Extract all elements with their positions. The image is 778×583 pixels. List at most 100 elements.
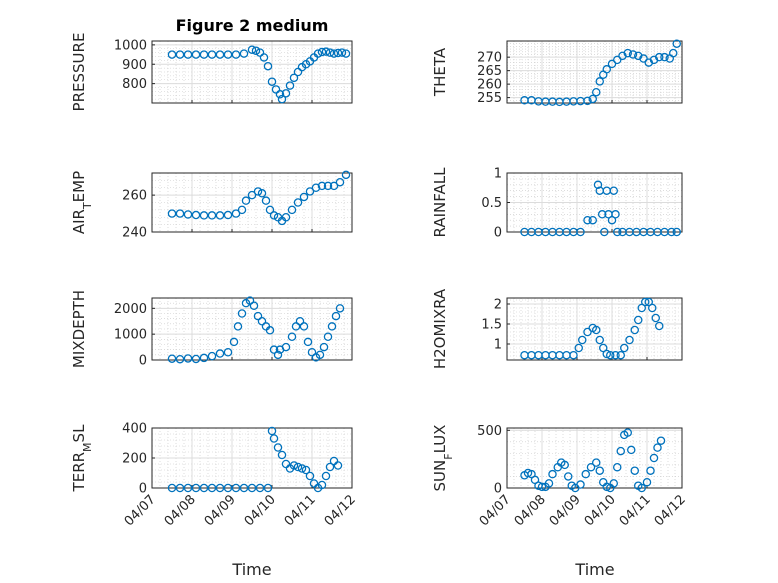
data-point: [285, 81, 295, 90]
data-point: [263, 61, 273, 71]
data-point: [183, 210, 193, 219]
data-point: [305, 471, 315, 481]
data-point: [257, 316, 267, 326]
data-point: [329, 49, 339, 58]
data-point: [191, 210, 201, 220]
data-point: [307, 347, 317, 357]
data-point: [646, 466, 655, 475]
y-tick-label: 1: [494, 167, 502, 182]
data-point: [251, 46, 261, 55]
data-point: [207, 50, 217, 59]
data-point: [611, 350, 620, 360]
data-point: [281, 212, 291, 222]
data-point: [341, 49, 351, 58]
y-tick-label: 2000: [114, 302, 147, 317]
data-point: [613, 227, 622, 237]
data-point: [569, 350, 578, 360]
data-point: [183, 483, 193, 493]
x-axis-label-left: Time: [231, 560, 271, 579]
data-point: [207, 483, 217, 493]
data-point: [613, 462, 622, 472]
series-points: [167, 426, 343, 493]
data-point: [261, 196, 271, 205]
data-point: [317, 47, 327, 57]
data-point: [595, 335, 605, 345]
data-point: [253, 311, 263, 321]
x-tick-label: 04/07: [122, 492, 159, 529]
y-axis-label: H2OMIXRA: [431, 288, 449, 369]
data-point: [303, 337, 313, 347]
x-tick-label: 04/10: [242, 492, 279, 529]
data-point: [333, 461, 343, 470]
data-point: [311, 183, 321, 192]
data-point: [315, 350, 325, 360]
y-axis-label: AIRTEMP: [70, 171, 94, 234]
data-point: [259, 53, 269, 62]
data-point: [581, 469, 591, 479]
data-point: [639, 54, 648, 63]
data-point: [583, 96, 592, 106]
data-point: [548, 469, 557, 479]
data-point: [325, 462, 335, 472]
data-point: [630, 466, 640, 475]
x-tick-label: 04/12: [652, 492, 689, 529]
data-point: [277, 450, 287, 460]
data-point: [669, 48, 678, 58]
y-tick-label: 0.5: [481, 196, 502, 211]
data-point: [269, 211, 279, 220]
y-tick-label: 0: [139, 354, 147, 369]
data-point: [523, 468, 533, 478]
data-point: [656, 436, 666, 445]
data-point: [215, 483, 225, 493]
data-point: [231, 209, 241, 218]
y-tick-label: 500: [477, 424, 502, 439]
data-point: [637, 483, 647, 493]
data-point: [667, 227, 676, 237]
y-tick-label: 0: [139, 482, 147, 497]
data-point: [257, 189, 267, 198]
data-point: [628, 50, 638, 59]
data-point: [299, 322, 309, 331]
data-point: [672, 227, 682, 237]
data-point: [223, 50, 233, 59]
y-tick-label: 255: [477, 91, 502, 106]
data-point: [295, 316, 305, 326]
data-point: [331, 311, 341, 321]
y-axis-label: SUNFLUX: [431, 425, 455, 492]
data-point: [578, 335, 587, 345]
y-tick-label: 1000: [114, 38, 147, 53]
data-point: [613, 55, 622, 65]
data-point: [583, 215, 592, 225]
data-point: [265, 326, 275, 335]
series-points: [520, 428, 666, 493]
x-tick-label: 04/09: [547, 492, 584, 529]
y-axis-label: RAINFALL: [431, 167, 449, 238]
data-point: [247, 483, 257, 493]
data-point: [655, 52, 664, 62]
y-tick-label: 900: [122, 58, 147, 73]
data-point: [564, 472, 573, 481]
data-point: [199, 50, 209, 59]
data-point: [649, 453, 659, 463]
data-point: [576, 227, 585, 237]
data-point: [233, 322, 243, 331]
data-point: [255, 483, 265, 493]
data-point: [592, 325, 601, 335]
data-point: [199, 211, 209, 220]
data-point: [321, 471, 331, 481]
data-point: [595, 77, 605, 86]
data-point: [335, 304, 345, 313]
x-tick-label: 04/07: [477, 492, 514, 529]
data-point: [191, 50, 201, 59]
data-point: [167, 209, 177, 218]
data-point: [576, 480, 585, 489]
x-tick-label: 04/08: [512, 492, 549, 529]
subplot-h2omixra: 1 1.5 2 H2OMIXRA: [431, 288, 683, 369]
data-point: [592, 87, 601, 97]
x-axis-label-right: Time: [574, 560, 614, 579]
data-point: [597, 210, 607, 219]
